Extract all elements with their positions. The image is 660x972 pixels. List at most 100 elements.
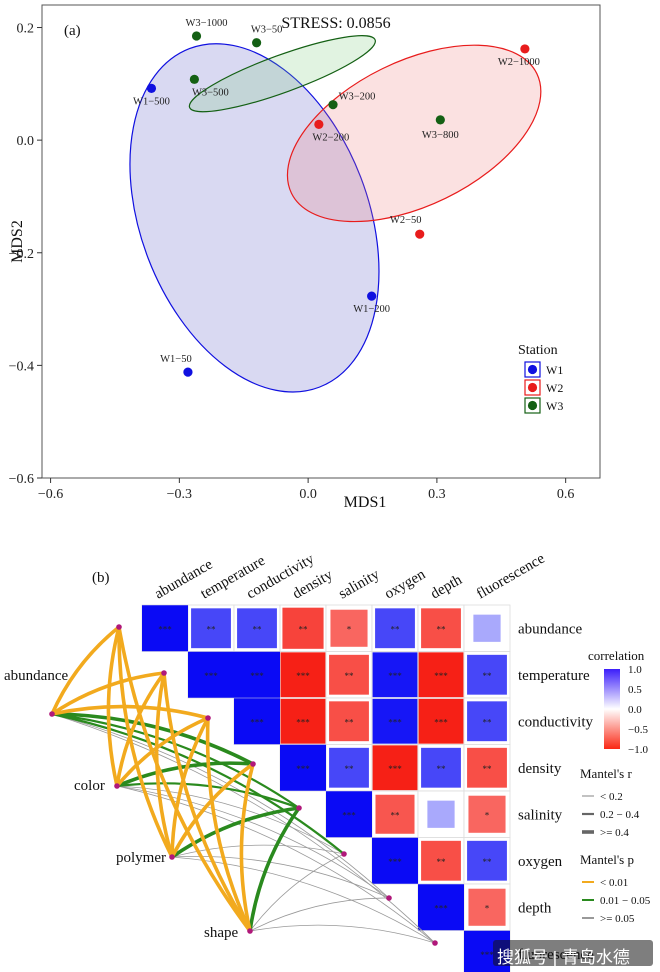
significance-label: ** — [391, 624, 401, 634]
row-label-density: density — [518, 761, 562, 777]
significance-label: *** — [204, 671, 218, 681]
significance-label: ** — [345, 764, 355, 774]
watermark-text: 搜狐号 | 青岛水德 — [497, 948, 630, 967]
significance-label: ** — [345, 717, 355, 727]
mantel-link-abundance-conductivity — [50, 704, 210, 720]
mantel-r-legend-label: 0.2 − 0.4 — [600, 809, 640, 821]
mantel-target-node-salinity — [296, 805, 302, 811]
heatmap-cell-abundance-depth — [421, 608, 461, 649]
significance-label: ** — [483, 717, 493, 727]
mantel-link-polymer-abundance — [117, 625, 174, 859]
row-label-depth: depth — [518, 900, 552, 916]
column-label-fluorescence: fluorescence — [474, 551, 548, 603]
x-tick-label: 0.3 — [428, 487, 446, 502]
ellipse-w2 — [286, 44, 542, 223]
significance-label: *** — [250, 671, 264, 681]
row-label-abundance: abundance — [518, 621, 582, 637]
significance-label: ** — [483, 671, 493, 681]
heatmap-cell-temperature-temperature — [188, 651, 234, 698]
panel-label-b: (b) — [92, 570, 110, 586]
significance-label: * — [485, 810, 490, 820]
heatmap-cell-temperature-density — [280, 652, 326, 698]
heatmap-cell-abundance-temperature — [191, 608, 231, 649]
mantel-source-label-shape: shape — [204, 925, 238, 941]
mantel-link-shape-fluorescence — [249, 924, 436, 944]
correlation-mantel-chart: *** ** ** ** * ** ***** *** *** ** *** *** ***** *** *… — [4, 551, 651, 972]
mantel-link-shape-conductivity — [205, 716, 252, 933]
mantel-link-color-density — [115, 761, 255, 788]
ellipse-w3 — [188, 35, 376, 113]
heatmap-cell-abundance-oxygen — [375, 608, 415, 649]
mantel-target-node-conductivity — [205, 715, 211, 721]
colorbar-tick-label: 1.0 — [628, 664, 642, 676]
x-tick-label: −0.3 — [167, 487, 192, 502]
mantel-link-shape-density — [239, 762, 255, 933]
heatmap-cell-depth-depth — [418, 884, 464, 931]
significance-label: *** — [296, 717, 310, 727]
mantel-p-legend-label: >= 0.05 — [600, 913, 635, 925]
heatmap-cell-abundance-fluorescence — [473, 614, 501, 642]
mantel-source-node-color — [114, 783, 120, 789]
legend-marker-w3 — [527, 400, 538, 411]
mantel-link-polymer-oxygen — [171, 844, 345, 858]
significance-label: ** — [437, 857, 447, 867]
heatmap-cell-salinity-oxygen — [375, 794, 415, 834]
mantel-source-node-abundance — [49, 711, 55, 717]
significance-label: *** — [434, 903, 448, 913]
significance-label: *** — [388, 857, 402, 867]
mantel-source-label-abundance: abundance — [4, 668, 68, 684]
significance-label: *** — [342, 810, 356, 820]
heatmap-cell-salinity-fluorescence — [468, 795, 506, 833]
point-label: W1−200 — [353, 304, 390, 315]
row-label-conductivity: conductivity — [518, 714, 593, 730]
mantel-link-color-temperature — [115, 671, 166, 788]
point-W3−1000 — [191, 31, 202, 41]
mantel-r-legend-label: >= 0.4 — [600, 827, 629, 839]
heatmap-cell-conductivity-oxygen — [372, 698, 418, 744]
significance-label: *** — [480, 950, 494, 960]
mantel-link-color-abundance — [106, 625, 121, 788]
point-label: W1−500 — [133, 96, 170, 107]
mantel-link-polymer-fluorescence — [171, 856, 436, 944]
x-tick-label: 0.0 — [299, 487, 317, 502]
legend-title: Station — [518, 343, 558, 358]
heatmap-cell-abundance-salinity — [330, 609, 368, 647]
significance-label: ** — [207, 624, 217, 634]
heatmap-cell-temperature-fluorescence — [467, 654, 507, 695]
significance-label: ** — [299, 624, 309, 634]
significance-label: *** — [296, 764, 310, 774]
significance-label: *** — [296, 671, 310, 681]
mantel-link-color-oxygen — [116, 785, 345, 855]
mantel-p-legend-label: < 0.01 — [600, 877, 628, 889]
significance-label: ** — [483, 857, 493, 867]
mantel-link-shape-oxygen — [249, 853, 345, 932]
heatmap-cell-temperature-conductivity — [234, 651, 280, 698]
significance-label: *** — [388, 764, 402, 774]
point-label: W2−200 — [312, 132, 349, 143]
mantel-link-abundance-depth — [51, 713, 390, 899]
mantel-source-node-polymer — [169, 854, 175, 860]
mantel-link-shape-abundance — [117, 625, 252, 933]
mantel-link-shape-depth — [249, 897, 390, 932]
heatmap-cell-salinity-depth — [427, 800, 455, 828]
y-axis-label: MDS2 — [9, 220, 26, 263]
colorbar-title: correlation — [588, 648, 645, 663]
column-label-depth: depth — [428, 572, 465, 603]
column-label-oxygen: oxygen — [382, 566, 429, 602]
colorbar-tick-label: 0.0 — [628, 704, 642, 716]
mantel-link-abundance-oxygen — [50, 712, 346, 856]
mantel-target-node-fluorescence — [432, 940, 438, 946]
point-W1−500 — [146, 83, 157, 93]
significance-label: *** — [250, 717, 264, 727]
column-label-salinity: salinity — [336, 566, 383, 602]
legend-key-w3 — [524, 397, 541, 414]
significance-label: ** — [483, 764, 493, 774]
mantel-p-legend-label: 0.01 − 0.05 — [600, 895, 651, 907]
point-W1−50 — [183, 367, 193, 377]
point-label: W3−800 — [422, 130, 459, 141]
legend-label-w2: W2 — [546, 381, 563, 395]
significance-label: ** — [345, 671, 355, 681]
mantel-target-node-oxygen — [341, 851, 347, 857]
significance-label: ** — [253, 624, 263, 634]
mantel-link-polymer-density — [170, 762, 255, 859]
